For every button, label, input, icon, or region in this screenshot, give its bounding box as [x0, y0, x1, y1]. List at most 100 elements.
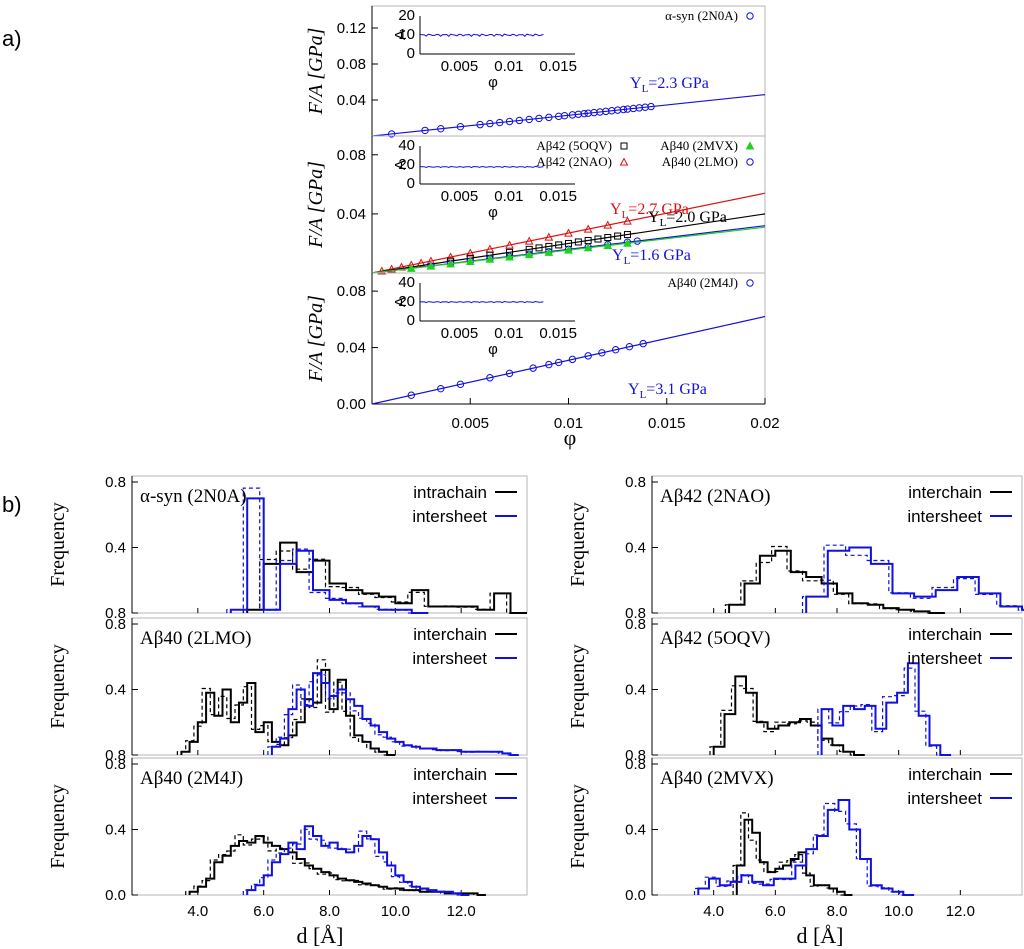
data-point	[598, 349, 606, 357]
hist-ylabel: Frequency	[567, 502, 589, 586]
data-point	[620, 142, 628, 150]
ytick-label: 0.8	[625, 756, 646, 773]
legend-label: interchain	[908, 765, 982, 784]
xtick-label: 6.0	[765, 903, 786, 920]
inset-plot: 0 20 40 0.005 0.01 0.015 Aφ	[392, 274, 577, 358]
inset-xtick-label: 0.005	[441, 58, 479, 75]
legend-label: intersheet	[412, 789, 487, 808]
data-point	[745, 141, 755, 150]
data-point	[407, 391, 415, 399]
data-point	[560, 112, 569, 120]
inset-plot: 0 10 20 0.005 0.01 0.015 Aφ	[392, 7, 577, 91]
data-point	[437, 125, 445, 133]
hist-title: Aβ42 (5OQV)	[660, 628, 770, 649]
ytick-label: 0.4	[105, 540, 126, 557]
hist-blue-dashed	[817, 667, 948, 756]
data-point	[583, 224, 593, 233]
xtick-label: 6.0	[253, 903, 274, 920]
fit-label: YL=3.1 GPa	[628, 381, 707, 401]
legend-label: intrachain	[413, 483, 487, 502]
legend-label: interchain	[908, 625, 982, 644]
ytick-label: 0.8	[625, 747, 646, 764]
inset-ytick-label: 20	[398, 156, 415, 173]
xtick-label: 12.0	[946, 903, 975, 920]
ytick-label: 0.4	[625, 540, 646, 557]
ytick-label: 0.08	[337, 56, 366, 73]
xtick-label: 10.0	[381, 903, 410, 920]
ytick-label: 0.8	[105, 616, 126, 633]
ytick-label: 0.0	[105, 887, 126, 904]
inset-ytick-label: 0	[407, 45, 415, 62]
data-point	[604, 234, 612, 242]
ytick-label: 0.00	[337, 396, 366, 413]
data-point	[574, 238, 582, 246]
data-point	[568, 355, 577, 364]
data-point	[465, 256, 475, 266]
inset-line	[419, 300, 544, 304]
hist-Aβ42 (2NAO): 0.8 0.4 0.8 Frequency Aβ42 (2NAO) interchain i…	[567, 474, 1024, 622]
hist-title: Aβ40 (2M4J)	[140, 768, 243, 789]
hist-black-solid	[246, 541, 527, 614]
series-Aβ40 (2MVX)	[371, 226, 766, 274]
inset-xtick-label: 0.005	[441, 188, 479, 205]
hist-title: Aβ40 (2MVX)	[660, 768, 774, 789]
fit-label: YL=2.3 GPa	[630, 75, 709, 95]
data-point	[505, 369, 514, 378]
hist-blue-solid	[820, 662, 952, 756]
legend-label: intersheet	[412, 507, 487, 526]
data-point	[614, 232, 622, 240]
legend-label: Aβ40 (2LMO)	[662, 154, 738, 169]
hist-black-solid	[712, 675, 865, 756]
hist-ylabel: Frequency	[567, 784, 589, 868]
data-point	[594, 235, 602, 243]
legend-label: α-syn (2N0A)	[665, 8, 738, 23]
hist-blue-solid	[805, 546, 1024, 613]
series-α-syn (2N0A)	[371, 94, 766, 138]
fit-line	[371, 213, 766, 274]
panel-a-xtick-label: 0.02	[750, 415, 779, 432]
hist-title: α-syn (2N0A)	[140, 486, 247, 507]
legend-label: intersheet	[907, 649, 982, 668]
data-point	[505, 117, 514, 126]
data-point	[486, 374, 494, 382]
subplot-ylabel: F/A [GPa]	[305, 28, 327, 116]
data-point	[426, 261, 436, 270]
xtick-label: 8.0	[827, 903, 848, 920]
panel-a-xtick-label: 0.005	[451, 415, 489, 432]
data-point	[623, 216, 632, 225]
subplot-abeta40-2m4j: 0.00 0.04 0.08 F/A [GPa] Aβ40 (2M4J) YL=3.1 G…	[305, 272, 766, 413]
hist-blue-dashed	[801, 544, 1024, 613]
inset-ytick-label: 40	[398, 274, 415, 291]
subplot-abeta-group: 0.040.08F/A [GPa]Aβ42 (5OQV) Aβ40 (2MVX)A…	[305, 135, 766, 275]
ytick-label: 0.4	[625, 682, 646, 699]
data-point	[603, 220, 613, 229]
data-point	[583, 243, 593, 252]
hist-ylabel: Frequency	[567, 644, 589, 728]
data-point	[496, 118, 504, 127]
ytick-label: 0.8	[625, 605, 646, 622]
hist-α-syn (2N0A): 0.8 0.4 0.8 Frequency α-syn (2N0A) intrachain…	[47, 474, 528, 622]
data-point	[476, 120, 484, 129]
inset-ylabel: A	[392, 160, 409, 170]
inset-line	[419, 33, 544, 37]
series-Aβ42 (5OQV)	[371, 213, 766, 274]
fit-label: YL=1.6 GPa	[612, 247, 691, 267]
fit-line	[371, 94, 766, 137]
legend-label: intersheet	[907, 789, 982, 808]
inset-ytick-label: 20	[398, 293, 415, 310]
data-point	[554, 358, 563, 367]
xtick-label: 4.0	[703, 903, 724, 920]
data-point	[544, 247, 554, 256]
hist-blue-dashed	[693, 802, 911, 896]
data-point	[446, 259, 455, 268]
xtick-label: 8.0	[319, 903, 340, 920]
legend-label: interchain	[413, 625, 487, 644]
panel-label-a: a)	[2, 26, 22, 51]
data-point	[647, 102, 655, 111]
hist-black-dashed	[242, 550, 523, 614]
hist-title: Aβ42 (2NAO)	[660, 486, 770, 507]
inset-xtick-label: 0.015	[539, 58, 577, 75]
inset-ytick-label: 40	[398, 137, 415, 154]
data-point	[524, 236, 534, 245]
xtick-label: 10.0	[884, 903, 913, 920]
